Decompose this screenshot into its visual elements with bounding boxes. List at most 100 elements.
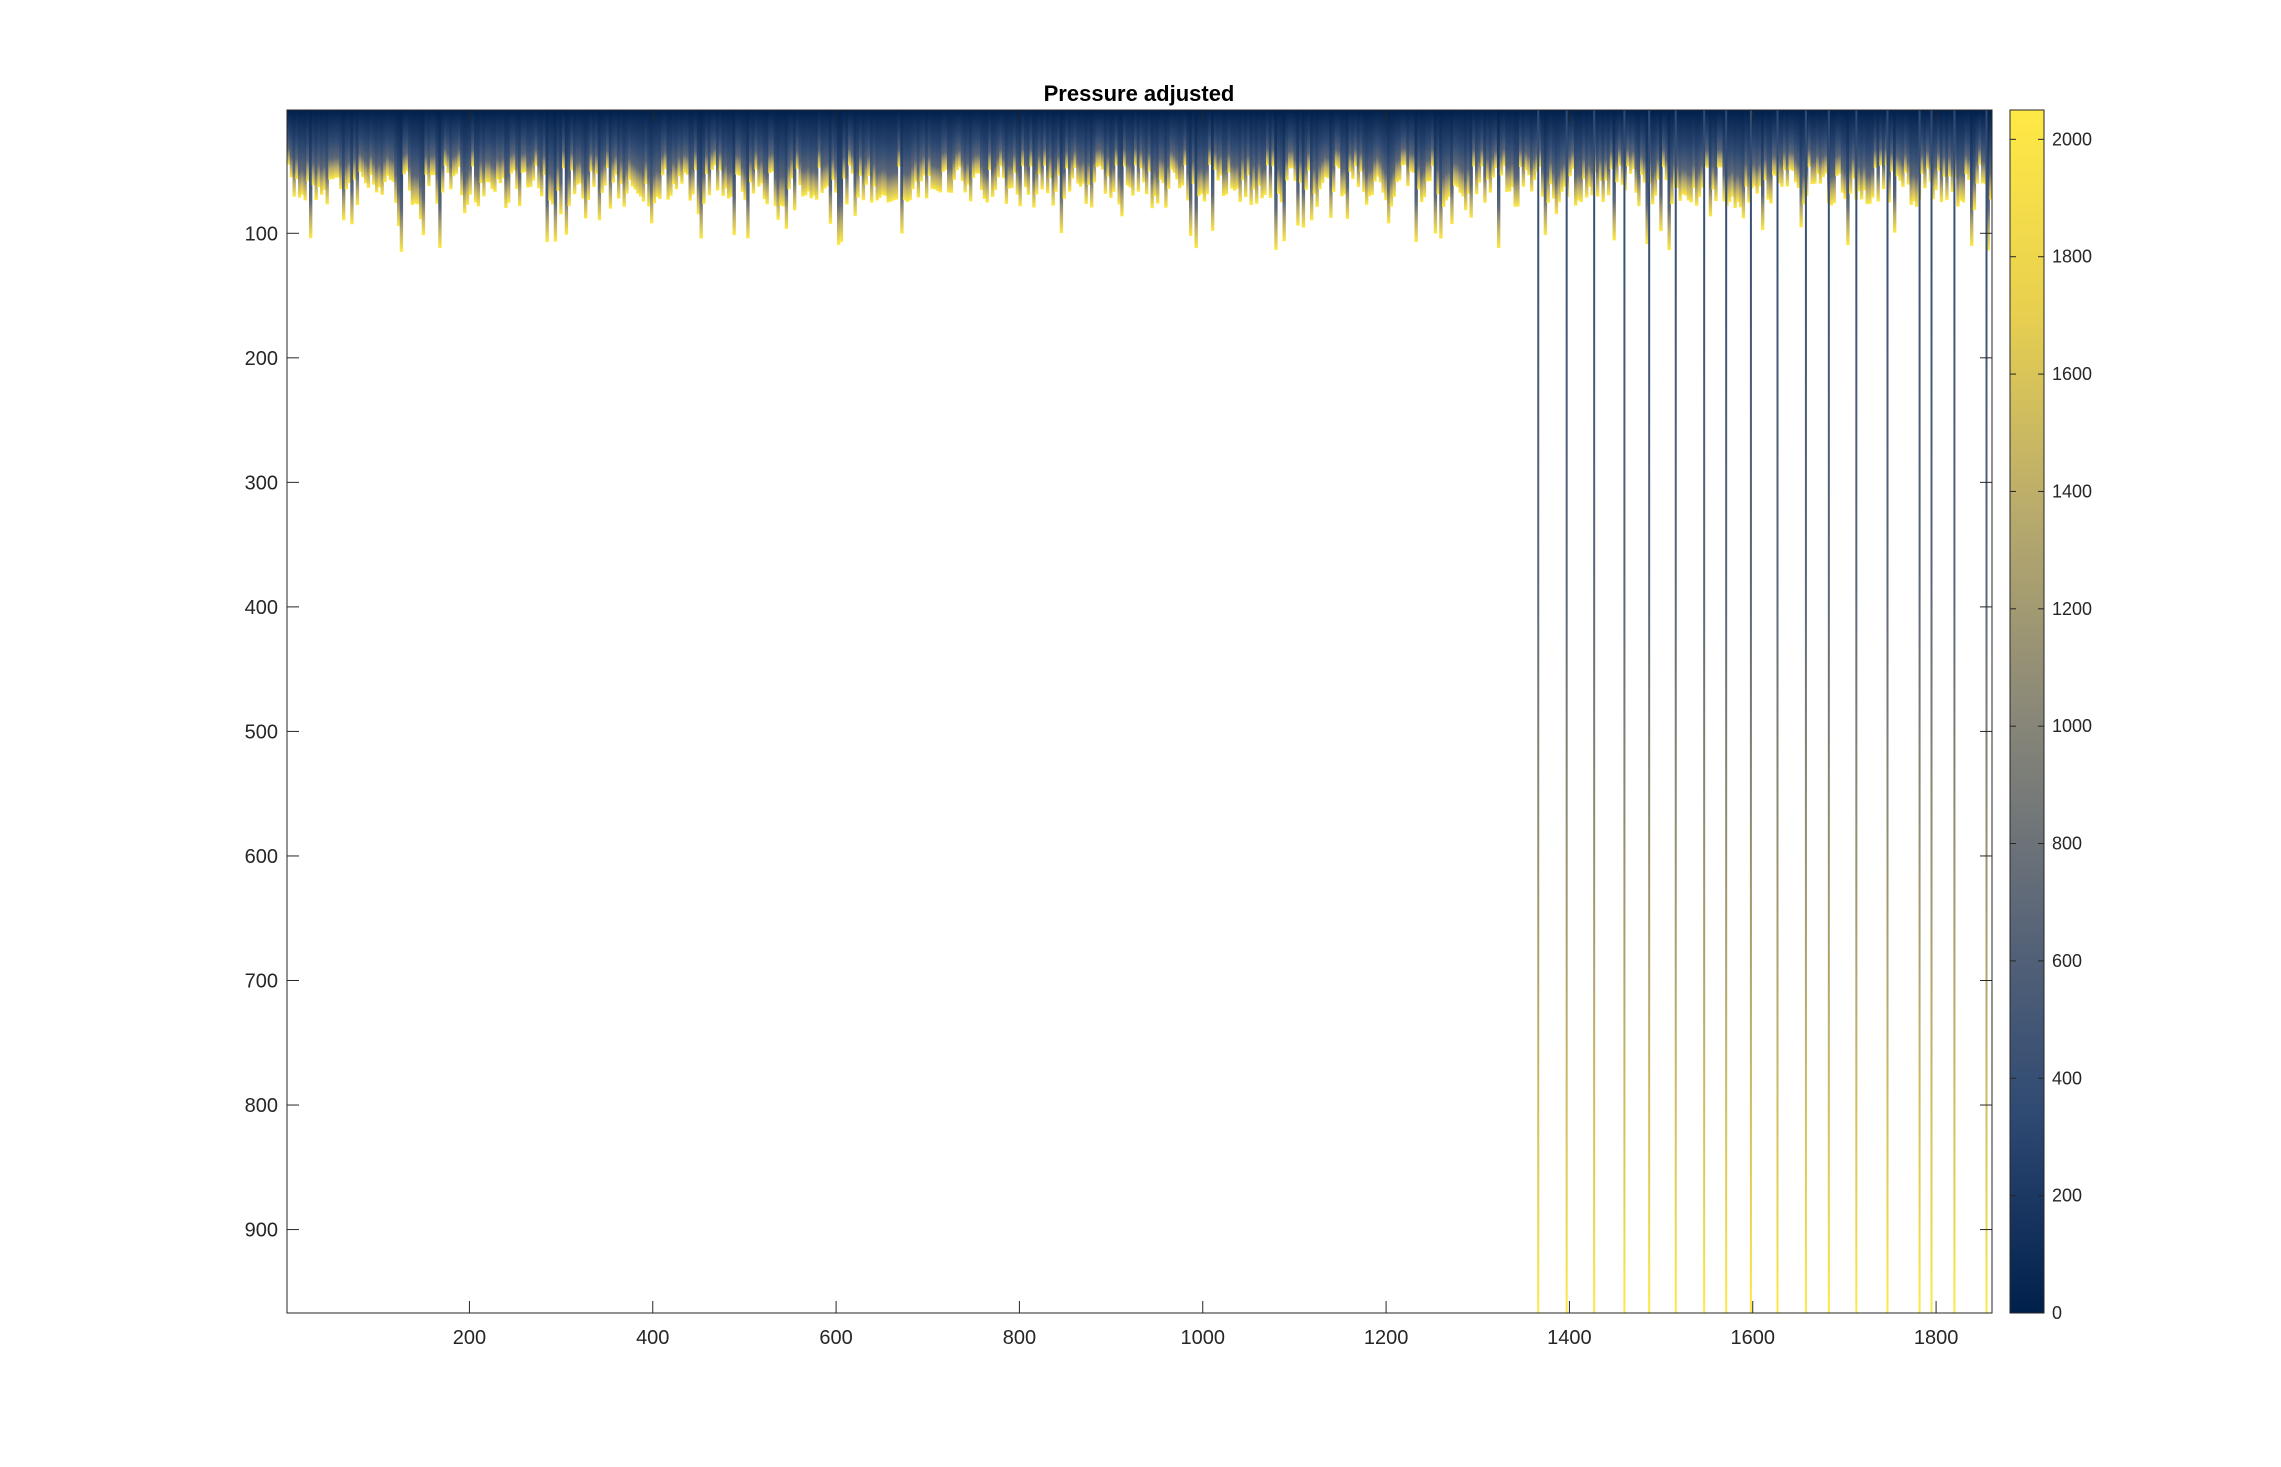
deep-profile-line <box>1827 110 1830 1313</box>
pressure-column <box>1117 110 1121 205</box>
pressure-column <box>372 110 376 185</box>
pressure-column <box>1092 110 1097 183</box>
pressure-column <box>1629 110 1633 175</box>
pressure-column <box>1103 110 1108 194</box>
colorbar-tick-label: 1000 <box>2052 716 2092 736</box>
pressure-column <box>487 110 492 183</box>
pressure-column <box>652 110 657 204</box>
pressure-column <box>567 110 571 207</box>
pressure-column <box>1890 110 1894 172</box>
deep-profile-line <box>1804 110 1807 1313</box>
pressure-column <box>441 110 445 193</box>
pressure-column <box>1310 110 1314 221</box>
pressure-column <box>826 110 830 187</box>
x-tick-label: 200 <box>453 1327 486 1349</box>
pressure-column <box>1909 110 1913 205</box>
pressure-column <box>801 110 805 197</box>
pressure-column <box>1906 110 1911 185</box>
pressure-column <box>1205 110 1209 195</box>
pressure-column <box>861 110 866 201</box>
pressure-column <box>1464 110 1468 211</box>
y-tick-label: 500 <box>245 721 278 743</box>
pressure-column <box>1502 110 1506 167</box>
pressure-column <box>1642 110 1647 183</box>
pressure-column <box>999 110 1003 167</box>
pressure-column <box>1513 110 1517 207</box>
pressure-column <box>1136 110 1141 192</box>
pressure-column <box>556 110 560 191</box>
pressure-column <box>1986 110 1990 251</box>
pressure-column <box>991 110 995 197</box>
pressure-column <box>1824 110 1828 174</box>
pressure-column <box>716 110 720 191</box>
pressure-column <box>641 110 646 202</box>
pressure-column <box>408 110 412 191</box>
pressure-column <box>1439 110 1443 239</box>
pressure-column <box>1948 110 1952 177</box>
pressure-column <box>1684 110 1688 196</box>
pressure-column <box>1928 110 1933 182</box>
pressure-column <box>903 110 907 201</box>
pressure-column <box>1208 110 1212 165</box>
pressure-column <box>402 110 406 175</box>
pressure-column <box>1832 110 1836 204</box>
pressure-column <box>1458 110 1462 193</box>
pressure-column <box>1268 110 1273 198</box>
pressure-column <box>1365 110 1369 205</box>
pressure-column <box>1180 110 1185 186</box>
pressure-column <box>1233 110 1237 191</box>
pressure-column <box>1783 110 1787 171</box>
pressure-column <box>834 110 838 193</box>
pressure-column <box>1227 110 1231 173</box>
pressure-column <box>1972 110 1977 211</box>
pressure-column <box>636 110 640 194</box>
pressure-column <box>1527 110 1531 176</box>
pressure-column <box>1802 110 1806 205</box>
pressure-column <box>1585 110 1589 198</box>
pressure-column <box>790 110 794 179</box>
pressure-column <box>1392 110 1396 197</box>
pressure-column <box>1323 110 1328 178</box>
pressure-column <box>870 110 874 203</box>
pressure-column <box>633 110 637 190</box>
pressure-column <box>980 110 984 190</box>
pressure-column <box>1436 110 1440 195</box>
pressure-column <box>922 110 926 176</box>
pressure-column <box>1087 110 1091 185</box>
pressure-column <box>1202 110 1207 202</box>
pressure-column <box>663 110 668 170</box>
pressure-column <box>938 110 943 193</box>
pressure-column <box>1491 110 1495 178</box>
pressure-column <box>839 110 844 242</box>
colorbar-tick-label: 1400 <box>2052 481 2092 501</box>
pressure-column <box>1461 110 1465 197</box>
pressure-column <box>1700 110 1704 188</box>
pressure-column <box>309 110 313 239</box>
pressure-column <box>427 110 431 187</box>
pressure-column <box>630 110 635 187</box>
pressure-column <box>1191 110 1196 184</box>
chart-title: Pressure adjusted <box>1044 81 1235 106</box>
pressure-column <box>798 110 802 186</box>
pressure-column <box>1376 110 1380 177</box>
pressure-column <box>1026 110 1031 195</box>
pressure-column <box>1590 110 1594 196</box>
pressure-column <box>914 110 918 182</box>
pressure-column <box>867 110 871 176</box>
pressure-column <box>1466 110 1471 194</box>
pressure-column <box>969 110 973 202</box>
pressure-column <box>490 110 494 190</box>
x-tick-label: 1200 <box>1364 1327 1409 1349</box>
pressure-column <box>1992 110 1995 205</box>
pressure-column <box>1686 110 1691 201</box>
pressure-column <box>795 110 800 169</box>
pressure-column <box>419 110 423 220</box>
deep-profile-line <box>1749 110 1752 1313</box>
colorbar-ticks: 0 200 400 600 800 1000 1200 1400 1600 1800 2000 <box>2010 129 2092 1323</box>
pressure-column <box>1744 110 1748 187</box>
pressure-column <box>815 110 819 200</box>
pressure-column <box>353 110 357 180</box>
pressure-column <box>1213 110 1218 171</box>
pressure-column <box>1640 110 1644 175</box>
pressure-column <box>1189 110 1193 237</box>
